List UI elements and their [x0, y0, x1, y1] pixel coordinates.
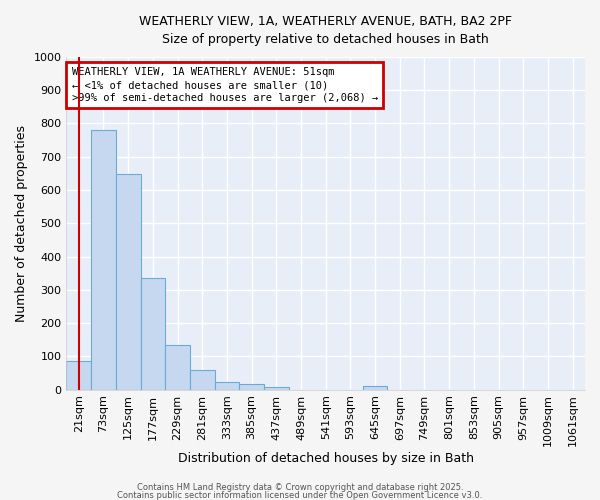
Text: Contains HM Land Registry data © Crown copyright and database right 2025.: Contains HM Land Registry data © Crown c… — [137, 484, 463, 492]
Bar — [67, 362, 91, 390]
Bar — [215, 382, 239, 390]
Y-axis label: Number of detached properties: Number of detached properties — [15, 125, 28, 322]
Text: Contains public sector information licensed under the Open Government Licence v3: Contains public sector information licen… — [118, 490, 482, 500]
Bar — [91, 130, 116, 390]
Bar — [363, 386, 388, 390]
Bar — [165, 346, 190, 390]
Bar — [264, 386, 289, 390]
X-axis label: Distribution of detached houses by size in Bath: Distribution of detached houses by size … — [178, 452, 474, 465]
Text: WEATHERLY VIEW, 1A WEATHERLY AVENUE: 51sqm
← <1% of detached houses are smaller : WEATHERLY VIEW, 1A WEATHERLY AVENUE: 51s… — [71, 67, 378, 104]
Bar — [239, 384, 264, 390]
Bar — [140, 278, 165, 390]
Bar — [116, 174, 140, 390]
Title: WEATHERLY VIEW, 1A, WEATHERLY AVENUE, BATH, BA2 2PF
Size of property relative to: WEATHERLY VIEW, 1A, WEATHERLY AVENUE, BA… — [139, 15, 512, 46]
Bar — [190, 370, 215, 390]
